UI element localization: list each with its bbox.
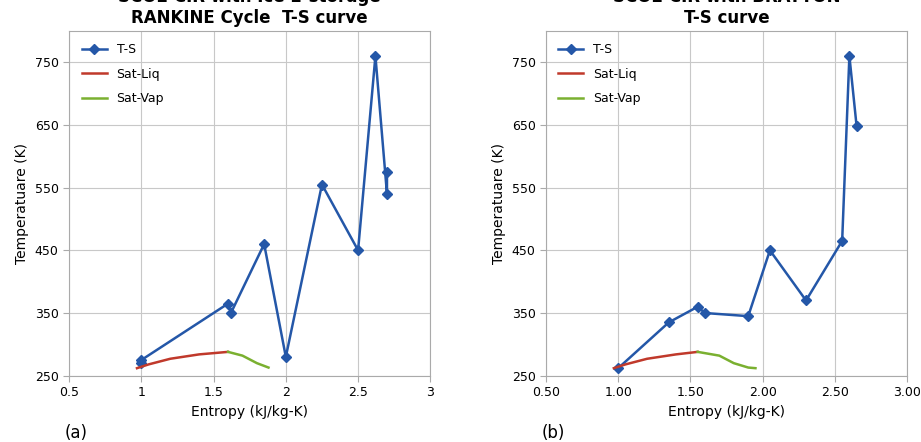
Text: (b): (b) [542, 423, 565, 442]
Sat-Liq [193, 352, 204, 357]
Line: Sat-Liq: Sat-Liq [137, 352, 228, 368]
Y-axis label: Temperatuare (K): Temperatuare (K) [492, 143, 506, 264]
Sat-Liq [143, 362, 154, 367]
Sat-Vap [729, 361, 740, 366]
Sat-Liq [165, 356, 176, 362]
X-axis label: Entropy (kJ/kg-K): Entropy (kJ/kg-K) [668, 405, 785, 419]
Sat-Vap [223, 349, 234, 354]
T-S [226, 310, 237, 316]
Sat-Liq [693, 349, 704, 354]
Sat-Vap [714, 353, 725, 358]
T-S [353, 248, 364, 253]
T-S [223, 301, 234, 306]
T-S [836, 238, 847, 244]
T-S [764, 248, 775, 253]
T-S [800, 298, 811, 303]
Sat-Liq [223, 349, 234, 354]
Sat-Vap [263, 365, 274, 370]
T-S [317, 182, 328, 187]
Y-axis label: Temperatuare (K): Temperatuare (K) [15, 143, 29, 264]
Line: T-S: T-S [614, 53, 860, 372]
T-S [742, 313, 753, 319]
T-S [699, 310, 710, 316]
Line: T-S: T-S [138, 53, 391, 366]
Sat-Vap [742, 365, 753, 370]
Legend: T-S, Sat-Liq, Sat-Vap: T-S, Sat-Liq, Sat-Vap [76, 37, 170, 111]
T-S [851, 124, 862, 129]
Line: Sat-Liq: Sat-Liq [613, 352, 698, 368]
T-S [135, 358, 146, 363]
T-S [612, 366, 624, 371]
T-S [370, 53, 381, 59]
T-S [280, 354, 291, 359]
Text: (a): (a) [64, 423, 87, 442]
T-S [259, 241, 270, 247]
Sat-Vap [693, 349, 704, 354]
Sat-Vap [251, 361, 262, 366]
Sat-Vap [750, 366, 761, 371]
Sat-Liq [132, 366, 143, 371]
Title: SCO2 CIR with Ice E-storage
RANKINE Cycle  T-S curve: SCO2 CIR with Ice E-storage RANKINE Cycl… [119, 0, 381, 27]
Legend: T-S, Sat-Liq, Sat-Vap: T-S, Sat-Liq, Sat-Vap [553, 37, 647, 111]
Sat-Liq [608, 366, 619, 371]
X-axis label: Entropy (kJ/kg-K): Entropy (kJ/kg-K) [192, 405, 309, 419]
Sat-Liq [670, 352, 682, 357]
T-S [693, 304, 704, 309]
T-S [381, 191, 392, 197]
T-S [135, 361, 146, 366]
Sat-Vap [237, 353, 248, 358]
Sat-Liq [620, 362, 631, 367]
Line: Sat-Vap: Sat-Vap [228, 352, 269, 368]
Title: SCO2 CIR with BRAYTON
T-S curve: SCO2 CIR with BRAYTON T-S curve [612, 0, 840, 27]
Sat-Liq [642, 356, 653, 362]
T-S [844, 53, 855, 59]
T-S [663, 320, 674, 325]
T-S [381, 169, 392, 175]
Line: Sat-Vap: Sat-Vap [698, 352, 755, 368]
